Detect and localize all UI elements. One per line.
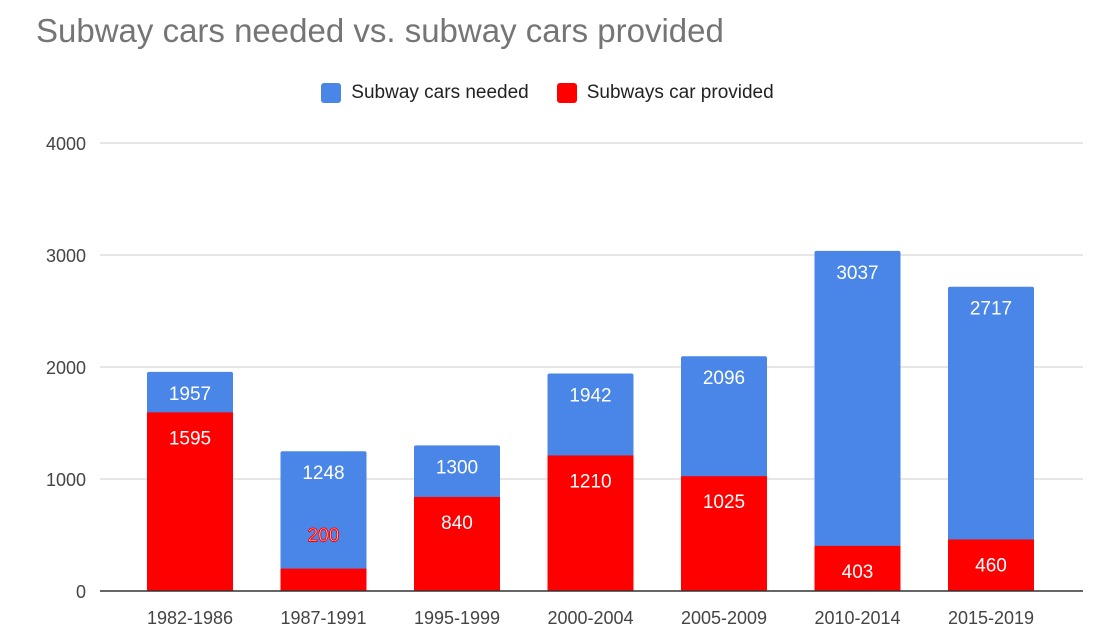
legend-swatch-needed bbox=[321, 83, 342, 103]
x-tick-label-1995-1999: 1995-1999 bbox=[414, 608, 500, 628]
bar-provided-2000-2004 bbox=[547, 455, 634, 591]
data-label-needed-1995-1999: 1300 bbox=[436, 457, 478, 478]
data-label-needed-2000-2004: 1942 bbox=[569, 385, 611, 406]
data-label-provided-2010-2014: 403 bbox=[842, 562, 874, 583]
y-tick-label-2000: 2000 bbox=[46, 358, 86, 378]
chart-title: Subway cars needed vs. subway cars provi… bbox=[36, 12, 724, 49]
y-tick-label-3000: 3000 bbox=[46, 246, 86, 266]
y-tick-label-1000: 1000 bbox=[46, 470, 86, 490]
bar-provided-2010-2014 bbox=[814, 545, 901, 591]
data-label-needed-1982-1986: 1957 bbox=[169, 384, 211, 405]
x-tick-label-2000-2004: 2000-2004 bbox=[547, 608, 633, 628]
bar-provided-1987-1991 bbox=[280, 568, 367, 591]
legend-item-needed: Subway cars needed bbox=[321, 82, 529, 104]
y-tick-label-0: 0 bbox=[76, 582, 86, 602]
data-label-needed-2005-2009: 2096 bbox=[703, 368, 745, 389]
legend-label-provided: Subways car provided bbox=[586, 82, 774, 103]
data-label-provided-2005-2009: 1025 bbox=[703, 492, 745, 513]
data-label-needed-1987-1991: 1248 bbox=[302, 463, 344, 484]
x-tick-label-1987-1991: 1987-1991 bbox=[280, 608, 366, 628]
bar-provided-2015-2019 bbox=[948, 539, 1034, 591]
data-label-provided-2015-2019: 460 bbox=[975, 555, 1007, 576]
data-label-needed-2015-2019: 2717 bbox=[970, 299, 1012, 320]
legend: Subway cars needed Subways car provided bbox=[0, 82, 1095, 104]
data-label-provided-1982-1986: 1595 bbox=[169, 428, 211, 449]
x-tick-label-2010-2014: 2010-2014 bbox=[814, 608, 900, 628]
data-label-provided-2000-2004: 1210 bbox=[569, 471, 611, 492]
legend-swatch-provided bbox=[556, 83, 577, 103]
bar-needed-2015-2019 bbox=[948, 286, 1034, 591]
y-tick-label-4000: 4000 bbox=[46, 134, 86, 154]
bar-provided-2005-2009 bbox=[681, 476, 767, 591]
bar-needed-2010-2014 bbox=[814, 250, 901, 591]
data-label-provided-1995-1999: 840 bbox=[441, 513, 473, 534]
legend-item-provided: Subways car provided bbox=[556, 82, 774, 104]
data-label-needed-2010-2014: 3037 bbox=[836, 263, 878, 284]
legend-label-needed: Subway cars needed bbox=[351, 82, 529, 103]
x-tick-label-2005-2009: 2005-2009 bbox=[681, 608, 767, 628]
x-tick-label-1982-1986: 1982-1986 bbox=[147, 608, 233, 628]
x-tick-label-2015-2019: 2015-2019 bbox=[948, 608, 1034, 628]
data-label-provided-1987-1991: 200 bbox=[308, 526, 340, 547]
bar-provided-1995-1999 bbox=[414, 496, 500, 591]
bar-provided-1982-1986 bbox=[147, 412, 233, 591]
bar-needed-1987-1991 bbox=[280, 451, 367, 591]
